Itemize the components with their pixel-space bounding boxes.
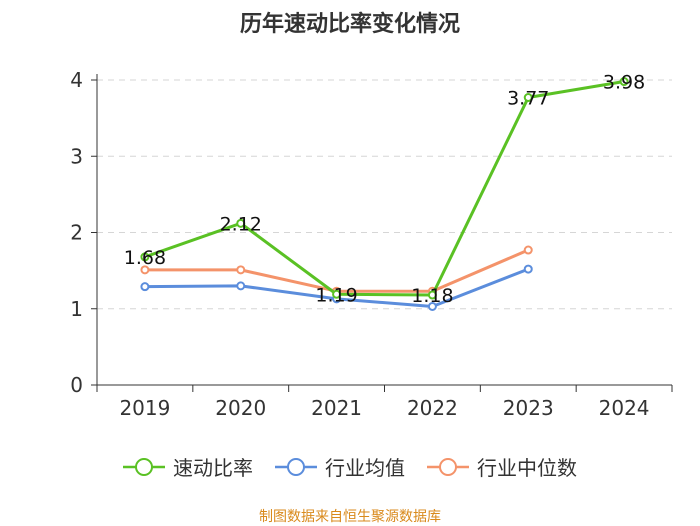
y-tick-label: 3 xyxy=(70,144,83,168)
legend-label: 行业中位数 xyxy=(477,456,577,480)
data-point xyxy=(523,264,533,274)
x-tick-label: 2019 xyxy=(119,396,170,420)
data-point xyxy=(427,290,437,300)
legend-label: 速动比率 xyxy=(173,456,253,480)
legend-swatch xyxy=(427,457,469,476)
data-point xyxy=(236,265,246,275)
data-point xyxy=(140,282,150,292)
data-label: 2.12 xyxy=(220,213,262,235)
x-tick-label: 2021 xyxy=(311,396,362,420)
y-tick-label: 0 xyxy=(70,373,83,397)
axes: 0 1 2 3 4 2019 2020 2021 2022 2023 2024 xyxy=(70,68,673,420)
legend-swatch xyxy=(123,457,165,476)
data-point xyxy=(427,301,437,311)
data-label: 3.98 xyxy=(603,72,645,94)
data-label: 1.68 xyxy=(124,247,166,269)
data-point xyxy=(236,281,246,291)
data-label: 1.18 xyxy=(411,285,453,307)
data-point xyxy=(332,289,342,299)
legend-item[interactable]: 行业中位数 xyxy=(427,452,577,481)
x-tick-label: 2023 xyxy=(503,396,554,420)
legend-item[interactable]: 行业均值 xyxy=(275,452,405,481)
y-tick-label: 2 xyxy=(70,221,83,245)
data-point xyxy=(140,252,150,262)
data-label: 3.77 xyxy=(507,88,549,110)
data-point xyxy=(140,265,150,275)
y-tick-label: 1 xyxy=(70,297,83,321)
gridlines xyxy=(97,79,672,310)
x-tick-label: 2024 xyxy=(599,396,650,420)
data-point xyxy=(523,93,533,103)
legend-item[interactable]: 速动比率 xyxy=(123,452,253,481)
data-labels: 1.68 2.12 1.19 1.18 3.77 3.98 xyxy=(124,72,645,307)
data-point xyxy=(619,77,629,87)
legend-swatch-marker xyxy=(135,457,153,476)
legend-swatch-marker xyxy=(287,457,305,476)
y-tick-label: 4 xyxy=(70,68,83,92)
legend-swatch-marker xyxy=(439,457,457,476)
series-line-0 xyxy=(144,80,625,297)
data-point xyxy=(236,218,246,228)
series-layer xyxy=(140,77,629,311)
legend: 速动比率 行业均值 行业中位数 xyxy=(0,452,700,481)
legend-swatch xyxy=(275,457,317,476)
x-tick-label: 2020 xyxy=(215,396,266,420)
source-note: 制图数据来自恒生聚源数据库 xyxy=(259,509,441,525)
legend-label: 行业均值 xyxy=(325,456,405,480)
x-tick-label: 2022 xyxy=(407,396,458,420)
data-label: 1.19 xyxy=(315,284,357,306)
chart-title: 历年速动比率变化情况 xyxy=(239,12,460,37)
data-point xyxy=(523,245,533,255)
